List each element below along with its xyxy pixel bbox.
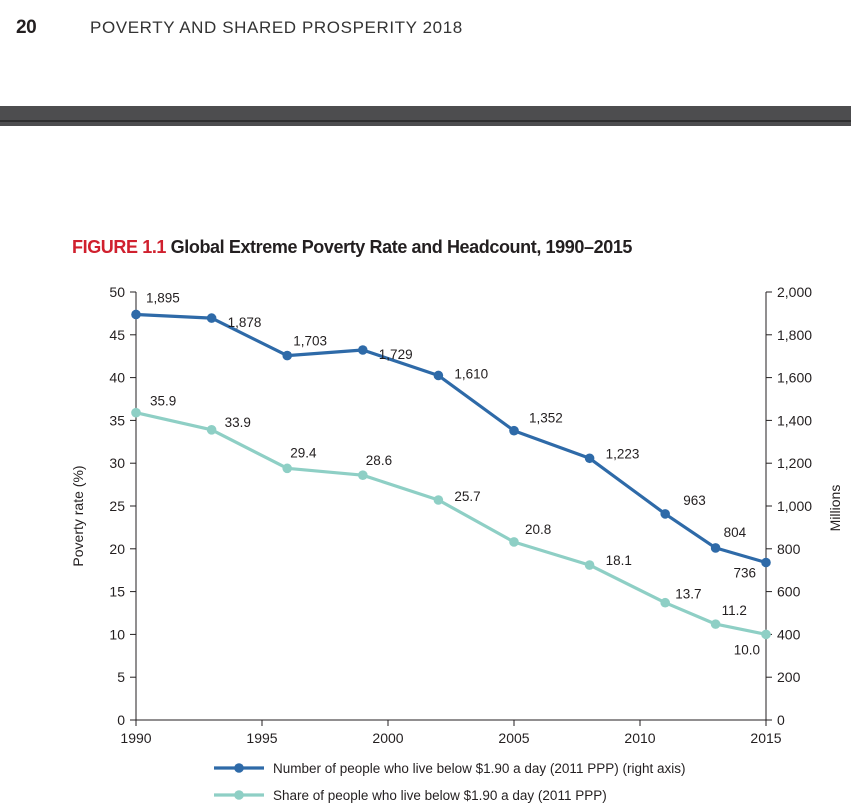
headcount-data-label: 1,878: [228, 315, 262, 330]
y-tick-label: 35: [109, 412, 125, 428]
share-data-label: 28.6: [366, 453, 392, 468]
headcount-data-point: [509, 425, 519, 436]
y-tick-label: 45: [109, 327, 125, 343]
y2-tick-label: 800: [777, 541, 801, 557]
y-tick-label: 20: [109, 541, 125, 557]
share-data-point: [761, 629, 771, 640]
share-data-label: 20.8: [525, 522, 551, 537]
share-data-point: [660, 597, 670, 608]
y2-tick-label: 1,400: [777, 412, 812, 428]
x-tick-label: 2005: [498, 730, 529, 746]
y-tick-label: 0: [117, 712, 125, 728]
headcount-data-point: [660, 509, 670, 519]
headcount-data-label: 1,703: [293, 334, 327, 349]
y2-tick-label: 2,000: [777, 284, 812, 300]
y-tick-label: 10: [109, 626, 125, 642]
headcount-data-label: 736: [733, 565, 756, 580]
chart-series: [131, 309, 771, 640]
share-data-label: 33.9: [225, 415, 251, 430]
x-tick-label: 2015: [750, 730, 781, 746]
legend-headcount-marker: [234, 763, 244, 773]
headcount-data-label: 963: [683, 493, 706, 508]
y-axis-title: Poverty rate (%): [70, 465, 86, 566]
share-data-point: [131, 407, 141, 418]
share-data-label: 29.4: [290, 445, 317, 460]
share-data-point: [710, 619, 721, 629]
legend-share-label: Share of people who live below $1.90 a d…: [273, 788, 607, 803]
x-tick-label: 2010: [624, 730, 655, 746]
headcount-data-label: 1,610: [454, 366, 488, 381]
share-data-point: [584, 560, 595, 570]
share-data-label: 18.1: [606, 553, 632, 568]
x-tick-label: 1995: [246, 730, 277, 746]
y-tick-label: 5: [117, 669, 125, 685]
share-data-label: 25.7: [454, 489, 480, 504]
headcount-data-label: 1,729: [379, 347, 413, 362]
y2-tick-label: 600: [777, 584, 801, 600]
headcount-data-label: 1,895: [146, 290, 180, 305]
share-data-point: [206, 425, 217, 435]
headcount-data-point: [206, 313, 217, 323]
headcount-data-point: [282, 350, 293, 361]
share-data-point: [509, 537, 519, 547]
y2-tick-label: 200: [777, 669, 801, 685]
y2-tick-label: 0: [777, 712, 785, 728]
y-tick-label: 50: [109, 284, 125, 300]
share-data-point: [358, 470, 368, 480]
share-data-label: 11.2: [722, 603, 747, 618]
headcount-data-point: [358, 345, 368, 355]
headcount-data-point: [710, 543, 721, 553]
share-data-label: 13.7: [675, 587, 701, 602]
running-title: POVERTY AND SHARED PROSPERITY 2018: [90, 18, 463, 37]
share-data-label: 35.9: [150, 394, 176, 409]
headcount-data-label: 1,352: [529, 411, 563, 426]
y-tick-label: 25: [109, 498, 125, 514]
headcount-data-point: [761, 557, 771, 568]
x-tick-label: 1990: [120, 730, 151, 746]
chart-legend: Number of people who live below $1.90 a …: [214, 761, 685, 803]
y2-tick-label: 1,000: [777, 498, 812, 514]
y2-tick-label: 1,600: [777, 370, 812, 386]
headcount-data-point: [433, 370, 444, 381]
legend-share-marker: [234, 790, 244, 800]
chart-axes: 0 5 10 15 20 25 30 35 40 45 50 0 200 400 600 800 1,000 1,…: [70, 284, 843, 746]
share-data-point: [282, 463, 293, 474]
y2-tick-label: 1,200: [777, 455, 812, 471]
y2-tick-label: 400: [777, 626, 801, 642]
y2-axis-title: Millions: [827, 485, 843, 532]
headcount-series-line: [135, 312, 767, 565]
share-data-point: [433, 495, 444, 505]
x-tick-label: 2000: [372, 730, 403, 746]
headcount-data-point: [131, 309, 141, 320]
chart-data-labels: 35.9 33.9 29.4 28.6 25.7 20.8 18.1 13.7 11.2 10.0…: [146, 290, 760, 657]
headcount-data-label: 1,223: [606, 446, 640, 461]
share-series-line: [135, 411, 767, 636]
headcount-data-label: 804: [724, 525, 747, 540]
y-tick-label: 15: [109, 584, 125, 600]
share-data-label: 10.0: [734, 642, 760, 657]
page-number: 20: [16, 17, 37, 38]
legend-headcount-label: Number of people who live below $1.90 a …: [273, 761, 685, 776]
header-band: [0, 106, 851, 126]
figure-title: FIGURE 1.1 Global Extreme Poverty Rate a…: [72, 237, 632, 258]
headcount-data-point: [584, 453, 595, 464]
figure-title-text: Global Extreme Poverty Rate and Headcoun…: [170, 237, 633, 257]
figure-label: FIGURE 1.1: [72, 237, 167, 257]
y-tick-label: 40: [109, 370, 125, 386]
y-tick-label: 30: [109, 455, 125, 471]
y2-tick-label: 1,800: [777, 327, 812, 343]
